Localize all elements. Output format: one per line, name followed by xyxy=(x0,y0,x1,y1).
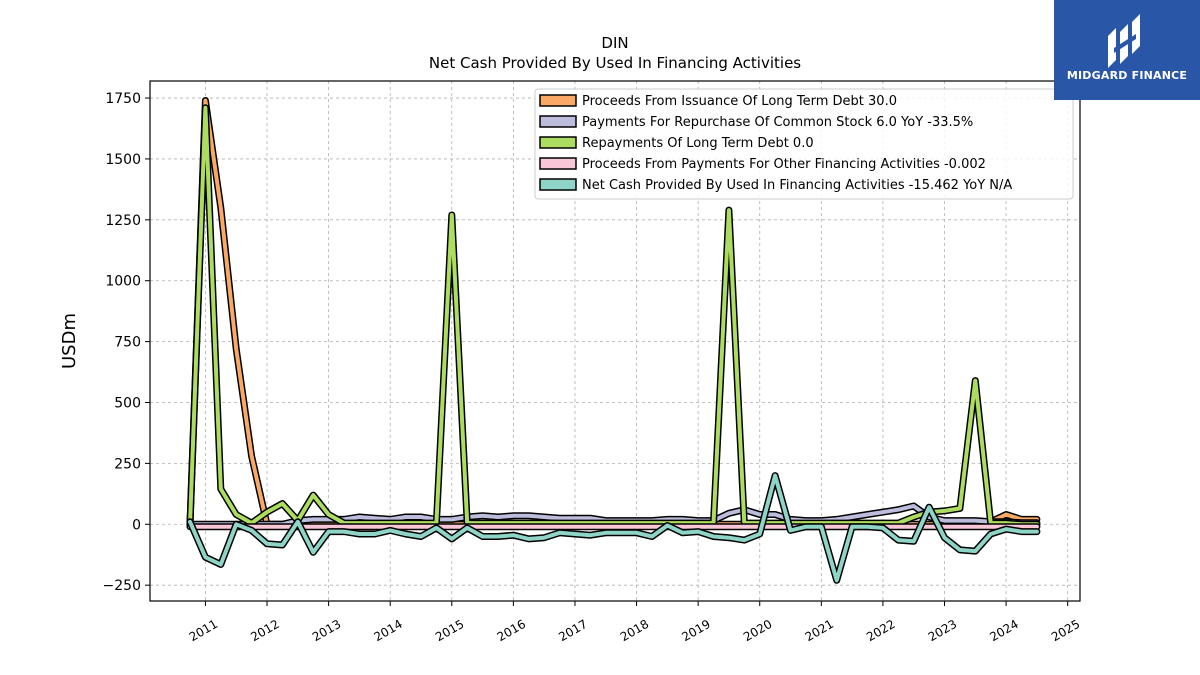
y-axis-label: USDm xyxy=(59,313,80,369)
y-tick-label: 1000 xyxy=(105,274,141,290)
x-tick-label: 2021 xyxy=(803,617,836,644)
x-tick-label: 2025 xyxy=(1049,617,1082,644)
chart-title: DIN xyxy=(601,34,628,52)
midgard-logo-icon xyxy=(1108,14,1140,68)
y-tick-label: −250 xyxy=(103,578,141,594)
y-tick-label: 1500 xyxy=(105,152,141,168)
legend-swatch-2 xyxy=(539,136,577,149)
legend-swatch-4 xyxy=(539,178,577,191)
legend[interactable]: Proceeds From Issuance Of Long Term Debt… xyxy=(534,88,1074,200)
x-tick-label: 2013 xyxy=(310,617,343,644)
legend-label-3[interactable]: Proceeds From Payments For Other Financi… xyxy=(582,157,986,172)
y-tick-label: 0 xyxy=(132,517,141,533)
x-tick-label: 2016 xyxy=(495,617,528,644)
x-tick-label: 2014 xyxy=(371,617,404,644)
y-tick-label: 500 xyxy=(114,395,141,411)
y-tick-label: 750 xyxy=(114,335,141,351)
x-tick-label: 2022 xyxy=(864,617,897,644)
x-tick-label: 2024 xyxy=(987,617,1020,644)
legend-box xyxy=(534,88,1074,200)
y-tick-label: 1750 xyxy=(105,91,141,107)
x-tick-label: 2011 xyxy=(187,617,220,644)
x-tick-label: 2012 xyxy=(248,617,281,644)
legend-label-1[interactable]: Payments For Repurchase Of Common Stock … xyxy=(582,115,973,130)
x-tick-label: 2017 xyxy=(556,617,589,644)
series-line-2 xyxy=(188,105,1039,527)
y-tick-label: 250 xyxy=(114,456,141,472)
series-layer xyxy=(186,97,1041,584)
x-tick-label: 2023 xyxy=(926,617,959,644)
x-tick-label: 2018 xyxy=(618,617,651,644)
legend-swatch-3 xyxy=(539,157,577,170)
x-tick-label: 2020 xyxy=(741,617,774,644)
x-tick-label: 2015 xyxy=(433,617,466,644)
legend-swatch-1 xyxy=(539,115,577,128)
legend-label-4[interactable]: Net Cash Provided By Used In Financing A… xyxy=(582,178,1012,193)
y-tick-label: 1250 xyxy=(105,213,141,229)
brand-name: MIDGARD FINANCE xyxy=(1066,69,1188,82)
chart-subtitle: Net Cash Provided By Used In Financing A… xyxy=(429,54,801,72)
plot-frame xyxy=(149,80,1081,602)
legend-swatch-0 xyxy=(539,94,577,107)
series-line-4 xyxy=(188,473,1039,583)
x-tick-label: 2019 xyxy=(679,617,712,644)
legend-label-0[interactable]: Proceeds From Issuance Of Long Term Debt… xyxy=(582,94,897,109)
brand-badge[interactable]: MIDGARD FINANCE xyxy=(1054,0,1200,100)
legend-label-2[interactable]: Repayments Of Long Term Debt 0.0 xyxy=(582,136,814,151)
